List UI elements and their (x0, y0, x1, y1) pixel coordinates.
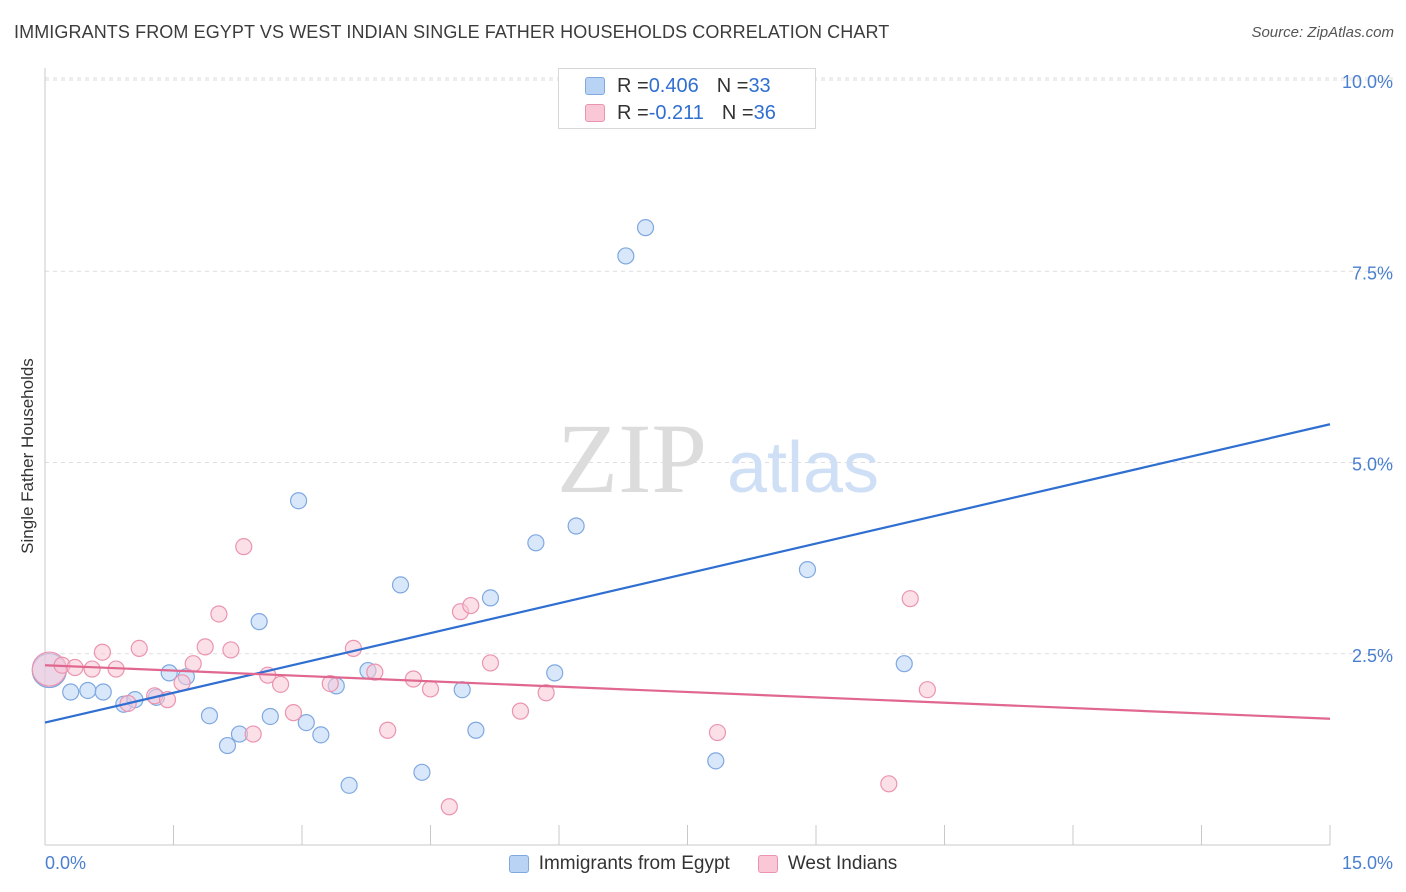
egypt-point (895, 655, 913, 673)
west-indian-point (184, 655, 202, 673)
west-indian-point (462, 596, 480, 615)
legend-swatch-blue (585, 77, 605, 95)
y-tick-label: 10.0% (1342, 72, 1393, 92)
axes (44, 68, 1331, 846)
west-indian-point (344, 639, 362, 657)
west-indian-point (366, 663, 384, 681)
trend-lines (44, 423, 1331, 724)
y-axis-label: Single Father Households (18, 358, 37, 554)
egypt-point (467, 721, 485, 739)
west-indian-point (271, 675, 290, 693)
egypt-point (62, 683, 80, 701)
legend-n-label: N = (716, 74, 749, 97)
legend-item-west-indians[interactable]: West Indians (757, 853, 898, 875)
egypt-point (94, 683, 112, 701)
west-indian-point (404, 670, 422, 688)
chart-title: IMMIGRANTS FROM EGYPT VS WEST INDIAN SIN… (14, 22, 890, 42)
legend-r-label: R = (617, 101, 649, 124)
watermark: ZIP atlas (557, 403, 879, 514)
west-indian-point (901, 590, 919, 608)
west-indian-point (918, 681, 936, 699)
egypt-point (546, 664, 564, 682)
y-tick-label: 5.0% (1352, 455, 1393, 475)
egypt-point (413, 763, 431, 781)
legend-n-value: 33 (748, 74, 771, 97)
west-indian-point (196, 638, 214, 656)
legend-swatch-pink (585, 104, 605, 122)
egypt-point (453, 681, 471, 699)
west-indian-point (440, 798, 458, 816)
egypt-point (567, 517, 585, 535)
west-indian-point (284, 704, 303, 722)
west-indian-point (130, 639, 148, 657)
legend-r-value: -0.211 (648, 101, 704, 124)
west-indian-point (93, 643, 111, 661)
egypt-point (312, 726, 330, 744)
west-indian-point (537, 684, 555, 702)
legend-row-egypt: R = 0.406 N = 33 (585, 74, 771, 98)
egypt-point (79, 681, 97, 700)
egypt-point (636, 219, 655, 237)
legend-n-value: 36 (753, 101, 776, 124)
egypt-point (617, 247, 635, 265)
chart-source: Source: ZipAtlas.com (1251, 24, 1394, 41)
west-indian-point (210, 605, 228, 623)
egypt-point (250, 613, 268, 631)
egypt-point (391, 576, 410, 594)
legend-r-value: 0.406 (648, 74, 699, 97)
west-indian-point (481, 654, 500, 672)
y-tick-label: 7.5% (1352, 263, 1393, 283)
west-indian-point (880, 775, 898, 793)
egypt-point (160, 664, 178, 682)
legend-n-label: N = (721, 101, 754, 124)
egypt-point (527, 534, 545, 552)
watermark-atlas: atlas (727, 428, 879, 508)
legend-swatch-pink (757, 855, 778, 873)
legend-item-egypt[interactable]: Immigrants from Egypt (508, 853, 730, 875)
west-indian-point (379, 721, 397, 739)
x-tick-label-min: 0.0% (45, 853, 86, 873)
legend-label-egypt: Immigrants from Egypt (538, 853, 730, 874)
egypt-point (200, 707, 219, 725)
egypt-point (289, 492, 308, 510)
west-indian-point (421, 680, 440, 698)
gridlines (45, 77, 1395, 655)
watermark-zip: ZIP (557, 403, 707, 514)
data-points (31, 219, 936, 816)
west-indian-point (222, 641, 240, 659)
egypt-point (261, 707, 279, 726)
egypt-point (481, 589, 500, 607)
west-indian-point (321, 674, 339, 693)
egypt-point (340, 776, 358, 794)
west-indian-point (511, 702, 530, 720)
legend-label-west-indians: West Indians (787, 853, 898, 874)
egypt-point (218, 736, 237, 755)
egypt-point (297, 713, 315, 732)
west-indian-point (83, 660, 101, 678)
stats-legend: R = 0.406 N = 33 R = -0.211 N = 36 (558, 68, 816, 129)
egypt-trend-line (44, 423, 1331, 724)
west-indian-point (244, 725, 262, 743)
legend-row-west-indians: R = -0.211 N = 36 (585, 101, 776, 125)
legend-swatch-blue (508, 855, 529, 873)
egypt-point (798, 560, 817, 579)
series-legend: Immigrants from Egypt West Indians (0, 852, 1406, 876)
west-indian-trend-line (44, 664, 1331, 720)
egypt-point (707, 752, 725, 770)
tick-labels: 2.5% 5.0% 7.5% 10.0% 0.0% 15.0% (45, 72, 1393, 873)
legend-r-label: R = (617, 74, 649, 97)
y-tick-label: 2.5% (1352, 646, 1393, 666)
x-tick-label-max: 15.0% (1342, 853, 1393, 873)
west-indian-point (708, 723, 727, 742)
west-indian-point (235, 538, 253, 556)
